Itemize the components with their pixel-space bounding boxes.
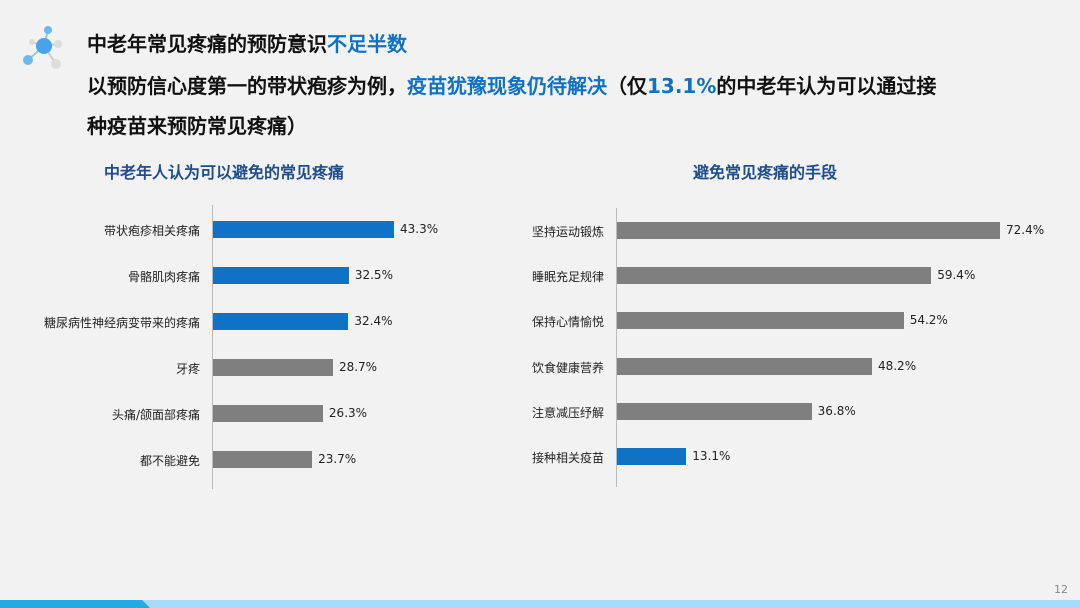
headline-2-text: 以预防信心度第一的带状疱疹为例，	[87, 74, 407, 98]
headline-2-highlight: 疫苗犹豫现象仍待解决	[407, 74, 607, 98]
headline-1-text: 中老年常见疼痛的预防意识	[87, 32, 327, 56]
right-value-label: 13.1%	[692, 449, 731, 463]
left-value-label: 32.4%	[354, 314, 393, 328]
right-value-label: 54.2%	[909, 313, 948, 328]
right-category-label: 注意减压纾解	[531, 405, 604, 420]
right-chart-axis	[616, 208, 617, 488]
right-category-label: 保持心情愉悦	[531, 315, 604, 330]
headline-3: 种疫苗来预防常见疼痛）	[87, 114, 307, 138]
left-value-label: 26.3%	[328, 406, 368, 420]
left-value-label: 23.7%	[318, 452, 357, 466]
left-value-label: 32.5%	[354, 268, 393, 282]
right-category-label: 接种相关疫苗	[531, 451, 604, 465]
left-bar	[213, 405, 323, 422]
left-value-label: 28.7%	[338, 360, 378, 374]
headline-1: 中老年常见疼痛的预防意识不足半数	[87, 28, 407, 57]
left-category-label: 糖尿病性神经病变带来的疼痛	[43, 316, 200, 330]
page-number: 12	[1054, 583, 1068, 596]
headline-2-percent: 13.1%	[647, 74, 717, 98]
right-category-label: 饮食健康营养	[531, 360, 604, 375]
footer-bar-light	[0, 600, 1080, 608]
left-category-label: 头痛/颌面部疼痛	[111, 408, 200, 422]
molecule-logo-icon	[23, 26, 62, 69]
headline-2-text-b: （仅	[607, 74, 647, 98]
right-bar	[617, 357, 872, 375]
right-bar	[617, 267, 932, 285]
right-category-label: 睡眠充足规律	[531, 270, 604, 285]
left-value-label: 43.3%	[399, 222, 439, 236]
footer-bar-dark	[0, 600, 150, 608]
left-category-label: 带状疱疹相关疼痛	[103, 224, 200, 238]
left-category-label: 都不能避免	[139, 454, 200, 468]
right-bar	[617, 222, 1000, 239]
left-category-label: 牙疼	[175, 362, 200, 376]
right-value-label: 48.2%	[877, 358, 917, 373]
right-bar	[617, 402, 812, 420]
left-chart-axis	[212, 205, 213, 489]
left-bar	[213, 359, 333, 376]
right-chart-title: 避免常见疼痛的手段	[693, 163, 838, 182]
left-bar	[213, 451, 313, 468]
left-bar	[213, 221, 394, 238]
headline-2-text-c: 的中老年认为可以通过接	[716, 74, 937, 98]
left-bar	[213, 313, 349, 330]
left-bar	[213, 267, 349, 284]
left-category-label: 骨骼肌肉疼痛	[127, 270, 200, 284]
right-category-label: 坚持运动锻炼	[531, 225, 604, 239]
right-bar	[617, 448, 687, 465]
headline-1-highlight: 不足半数	[327, 32, 407, 56]
left-chart-title: 中老年人认为可以避免的常见疼痛	[104, 163, 345, 182]
right-bar	[617, 312, 904, 330]
right-value-label: 59.4%	[937, 268, 976, 283]
headline-2: 以预防信心度第一的带状疱疹为例，疫苗犹豫现象仍待解决（仅13.1%的中老年认为可…	[87, 70, 936, 99]
right-value-label: 36.8%	[817, 403, 856, 418]
right-value-label: 72.4%	[1005, 223, 1045, 237]
